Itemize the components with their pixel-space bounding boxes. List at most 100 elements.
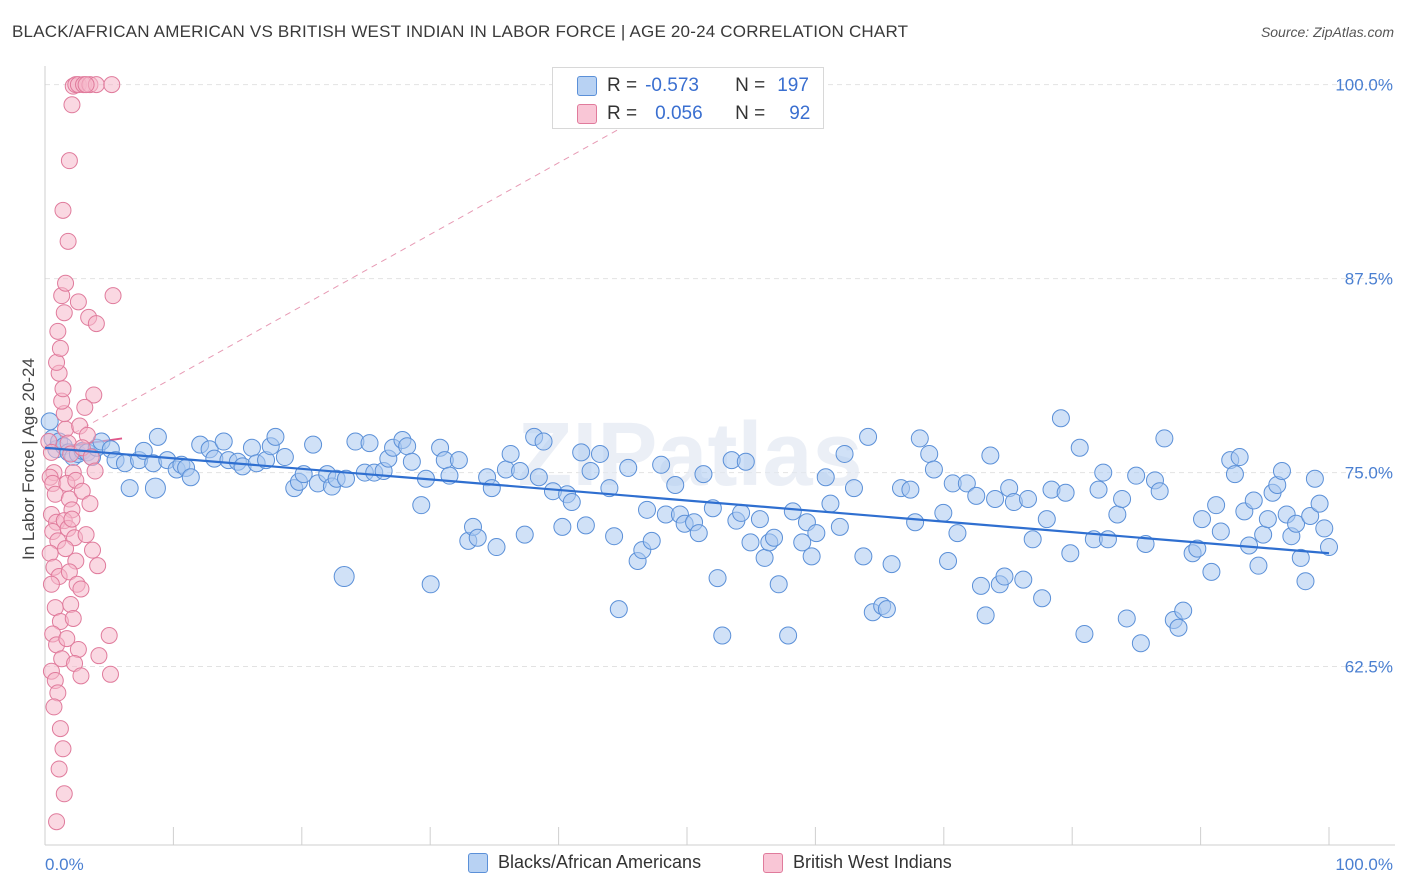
blue-n-value: 197 (777, 75, 809, 96)
pink-point (55, 304, 73, 322)
blue-point (1320, 538, 1338, 557)
pink-points-group (40, 76, 122, 831)
blue-point (816, 468, 835, 487)
blue-point (1155, 429, 1174, 448)
pink-point (86, 462, 104, 480)
blue-point (214, 432, 233, 451)
legend-blue-label: Blacks/African Americans (498, 852, 702, 872)
blue-point (515, 525, 534, 544)
blue-point (882, 555, 901, 574)
blue-point (402, 452, 421, 471)
y-axis-label: In Labor Force | Age 20-24 (19, 358, 38, 560)
blue-point (337, 469, 356, 488)
pink-point (89, 557, 107, 575)
blue-point (529, 468, 548, 487)
x-tick-label: 100.0% (1335, 855, 1393, 874)
blue-point (802, 547, 821, 566)
pink-point (69, 640, 87, 658)
blue-point (906, 513, 925, 532)
grid-lines (45, 84, 1395, 668)
pink-point (49, 322, 67, 340)
legend-pink-label: British West Indians (793, 852, 952, 872)
legend-item-pink[interactable]: British West Indians (763, 852, 952, 873)
blue-point (1188, 539, 1207, 558)
pink-point (48, 353, 66, 371)
pink-point (100, 627, 118, 645)
blue-point (1287, 514, 1306, 533)
blue-point (501, 444, 520, 463)
blue-point (1051, 409, 1070, 428)
blue-point (948, 524, 967, 543)
pink-swatch (577, 104, 597, 124)
blue-point (1037, 510, 1056, 529)
blue-point (835, 444, 854, 463)
pink-point (48, 813, 66, 831)
blue-point (642, 531, 661, 550)
blue-point (755, 548, 774, 567)
blue-point (736, 452, 755, 471)
pink-point (84, 541, 102, 559)
blue-point (1108, 505, 1127, 524)
pink-point (57, 274, 75, 292)
blue-point (939, 552, 958, 571)
pink-point (77, 76, 95, 94)
blue-point (1023, 530, 1042, 549)
blue-point (934, 503, 953, 522)
pink-point (77, 526, 95, 544)
blue-point (1075, 624, 1094, 643)
pink-point (54, 201, 72, 219)
legend-item-blue[interactable]: Blacks/African Americans (468, 852, 701, 873)
blue-point (920, 444, 939, 463)
blue-point (120, 479, 139, 498)
blue-point (694, 465, 713, 484)
blue-point (638, 500, 657, 519)
blue-point (971, 576, 990, 595)
pink-point (90, 647, 108, 665)
pink-point (58, 630, 76, 648)
blue-point (986, 489, 1005, 508)
blue-point (877, 600, 896, 619)
blue-point (779, 626, 798, 645)
pink-point (62, 595, 80, 613)
blue-point (1089, 480, 1108, 499)
blue-point (1193, 510, 1212, 529)
blue-point (666, 475, 685, 494)
pink-trend-group (44, 76, 713, 451)
pink-point (57, 420, 75, 438)
stats-row-blue: R = -0.573 N = 197 (553, 72, 809, 100)
blue-point (1014, 570, 1033, 589)
legend-pink-swatch (763, 852, 783, 873)
pink-point (72, 667, 90, 685)
blue-point (1244, 491, 1263, 510)
blue-point (1272, 462, 1291, 481)
blue-point (1225, 465, 1244, 484)
blue-point (1202, 562, 1221, 581)
pink-point (73, 482, 91, 500)
blue-point (957, 474, 976, 493)
blue-point (449, 451, 468, 470)
pink-r-label: R = (607, 103, 638, 124)
blue-point (689, 524, 708, 543)
blue-r-label: R = (607, 75, 638, 96)
pink-point (85, 386, 103, 404)
blue-point (1169, 618, 1188, 637)
blue-point (468, 528, 487, 547)
blue-point (333, 566, 355, 588)
pink-point (42, 575, 60, 593)
blue-point (242, 438, 261, 457)
pink-point (51, 339, 69, 357)
x-tick-label: 0.0% (45, 855, 84, 874)
blue-point (821, 494, 840, 513)
blue-point (793, 533, 812, 552)
blue-point (553, 517, 572, 536)
blue-point (181, 468, 200, 487)
blue-point (995, 567, 1014, 586)
blue-point (40, 412, 59, 431)
blue-point (750, 510, 769, 529)
blue-point (1254, 525, 1273, 544)
pink-point (104, 287, 122, 305)
pink-point (101, 665, 119, 683)
blue-point (1018, 489, 1037, 508)
blue-r-value: -0.573 (645, 75, 699, 96)
